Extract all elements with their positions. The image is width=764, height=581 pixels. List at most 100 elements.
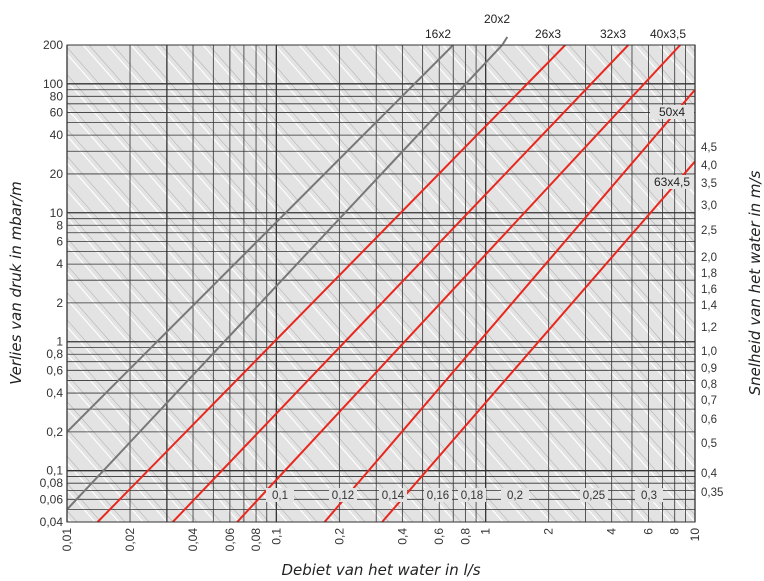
velocity-tick-label: 1,6 bbox=[701, 284, 717, 296]
velocity-line bbox=[514, 45, 695, 251]
velocity-line-shade bbox=[67, 264, 294, 522]
velocity-inner-label-bg bbox=[266, 488, 294, 502]
pipe-label-bg bbox=[650, 105, 694, 119]
velocity-inner-label: 0,14 bbox=[382, 490, 405, 502]
y-tick-label: 100 bbox=[43, 77, 63, 91]
x-tick-label: 0,6 bbox=[432, 528, 446, 545]
x-tick-label: 0,02 bbox=[123, 528, 137, 552]
velocity-line-shade bbox=[67, 210, 342, 522]
velocity-tick-label: 1,4 bbox=[701, 300, 718, 312]
velocity-line-shade bbox=[67, 74, 462, 522]
velocity-tick-labels: 4,5 4,0 3,5 3,0 2,5 2,0 1,8 1,6 1,4 1,2 1,0 0,9 0,8 0… bbox=[701, 142, 723, 499]
velocity-tick-label: 0,35 bbox=[701, 487, 723, 499]
pipe-label-20x2: 20x2 bbox=[484, 12, 510, 26]
velocity-line-shade bbox=[112, 45, 534, 522]
velocity-line-shade bbox=[376, 45, 695, 407]
velocity-inner-label-bg bbox=[379, 488, 407, 502]
velocity-inner-label-bg bbox=[329, 488, 357, 502]
y-tick-label: 20 bbox=[50, 167, 64, 181]
y-tick-label: 0,8 bbox=[46, 347, 63, 361]
velocity-line-shade bbox=[67, 46, 486, 522]
pipe-label-40x3-5: 40x3,5 bbox=[650, 27, 686, 41]
velocity-line-shade bbox=[67, 128, 414, 522]
y-tick-label: 0,6 bbox=[46, 363, 63, 377]
velocity-line bbox=[442, 45, 695, 333]
velocity-line-shade bbox=[67, 428, 150, 522]
velocity-line bbox=[202, 45, 624, 522]
x-axis-title: Debiet van het water in l/s bbox=[281, 561, 480, 579]
velocity-line-shade bbox=[520, 45, 695, 244]
velocity-line-shade bbox=[448, 45, 695, 325]
velocity-line bbox=[490, 45, 695, 278]
velocity-inner-label: 0,25 bbox=[583, 490, 605, 502]
velocity-line-shade bbox=[280, 45, 695, 516]
x-tick-label: 0,04 bbox=[186, 528, 200, 552]
velocity-inner-label-bg bbox=[424, 488, 452, 502]
velocity-line bbox=[130, 45, 552, 522]
velocity-line bbox=[67, 107, 432, 522]
y-tick-label: 200 bbox=[43, 38, 63, 52]
x-tick-label: 4 bbox=[605, 528, 619, 535]
y-tick-label: 0,06 bbox=[40, 492, 64, 506]
y-tick-label: 0,2 bbox=[46, 425, 63, 439]
velocity-inner-labels: 0,1 0,12 0,14 0,16 0,18 0,2 0,25 0,3 bbox=[266, 488, 663, 502]
velocity-inner-label: 0,2 bbox=[507, 490, 523, 502]
x-tick-label: 0,08 bbox=[249, 528, 263, 552]
velocity-inner-label-bg bbox=[580, 488, 608, 502]
pipe-label-16x2: 16x2 bbox=[425, 27, 451, 41]
velocity-inner-label: 0,16 bbox=[427, 490, 449, 502]
velocity-line-shade bbox=[67, 183, 366, 522]
y-axis-title: Verlies van druk in mbar/m bbox=[7, 181, 25, 385]
velocity-tick-label: 0,9 bbox=[701, 363, 717, 375]
y-tick-label: 10 bbox=[50, 206, 64, 220]
velocity-line bbox=[67, 244, 312, 522]
velocity-tick-label: 2,5 bbox=[701, 225, 717, 237]
velocity-line-shade bbox=[0, 45, 5, 522]
velocity-line-shade bbox=[256, 45, 678, 522]
x-tick-label: 1 bbox=[479, 528, 493, 535]
velocity-line bbox=[67, 53, 480, 522]
velocity-tick-label: 0,7 bbox=[701, 395, 717, 407]
series-line-40x3-5 bbox=[236, 45, 681, 522]
velocity-line bbox=[67, 271, 288, 522]
velocity-tick-label: 0,6 bbox=[701, 414, 717, 426]
y-tick-label: 8 bbox=[56, 218, 63, 232]
y-tick-label: 0,04 bbox=[40, 515, 64, 529]
velocity-line bbox=[298, 45, 695, 496]
y-tick-label: 0,08 bbox=[40, 476, 64, 490]
series-line-26x3 bbox=[96, 45, 566, 522]
velocity-line bbox=[178, 45, 600, 522]
velocity-line bbox=[106, 45, 528, 522]
pipe-label-32x3: 32x3 bbox=[600, 27, 626, 41]
velocity-line-shade bbox=[544, 45, 695, 216]
velocity-inner-label: 0,12 bbox=[332, 490, 354, 502]
velocity-line-shade bbox=[328, 45, 695, 462]
y-tick-label: 2 bbox=[56, 296, 63, 310]
velocity-line bbox=[67, 407, 168, 522]
x-tick-label: 0,2 bbox=[332, 528, 346, 545]
series-line-20x2 bbox=[67, 45, 503, 511]
velocity-line-shade bbox=[67, 101, 438, 522]
y2-axis-title: Snelheid van het water in m/s bbox=[746, 170, 764, 395]
velocity-inner-label-bg bbox=[501, 488, 529, 502]
velocity-inner-label-bg bbox=[458, 488, 486, 502]
velocity-line bbox=[538, 45, 695, 224]
velocity-tick-label: 0,4 bbox=[701, 468, 718, 480]
velocity-tick-label: 1,2 bbox=[701, 322, 717, 334]
x-tick-labels: 0,01 0,02 0,04 0,06 0,08 0,1 0,2 0,4 0,6 0,8 1 2 4 6 8… bbox=[60, 528, 702, 552]
velocity-line-shade bbox=[67, 155, 390, 522]
velocity-line-shade bbox=[496, 45, 695, 271]
x-tick-label: 8 bbox=[668, 528, 682, 535]
velocity-line bbox=[250, 45, 672, 522]
velocity-line-shade bbox=[67, 237, 318, 522]
x-tick-label: 0,06 bbox=[223, 528, 237, 552]
x-tick-label: 0,01 bbox=[60, 528, 74, 552]
y-tick-label: 6 bbox=[56, 234, 63, 248]
pipe-label-26x3: 26x3 bbox=[535, 27, 561, 41]
y-tick-label: 1 bbox=[56, 335, 63, 349]
velocity-tick-label: 1,8 bbox=[701, 268, 717, 280]
velocity-line bbox=[466, 45, 695, 305]
series-line-50x4 bbox=[323, 89, 695, 522]
velocity-tick-label: 3,0 bbox=[701, 200, 717, 212]
